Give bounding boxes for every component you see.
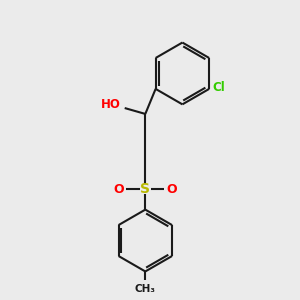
Text: HO: HO [101, 98, 121, 111]
Text: CH₃: CH₃ [135, 284, 156, 294]
Text: Cl: Cl [213, 81, 225, 94]
Text: S: S [140, 182, 150, 196]
Text: O: O [167, 182, 177, 196]
Text: O: O [113, 182, 124, 196]
